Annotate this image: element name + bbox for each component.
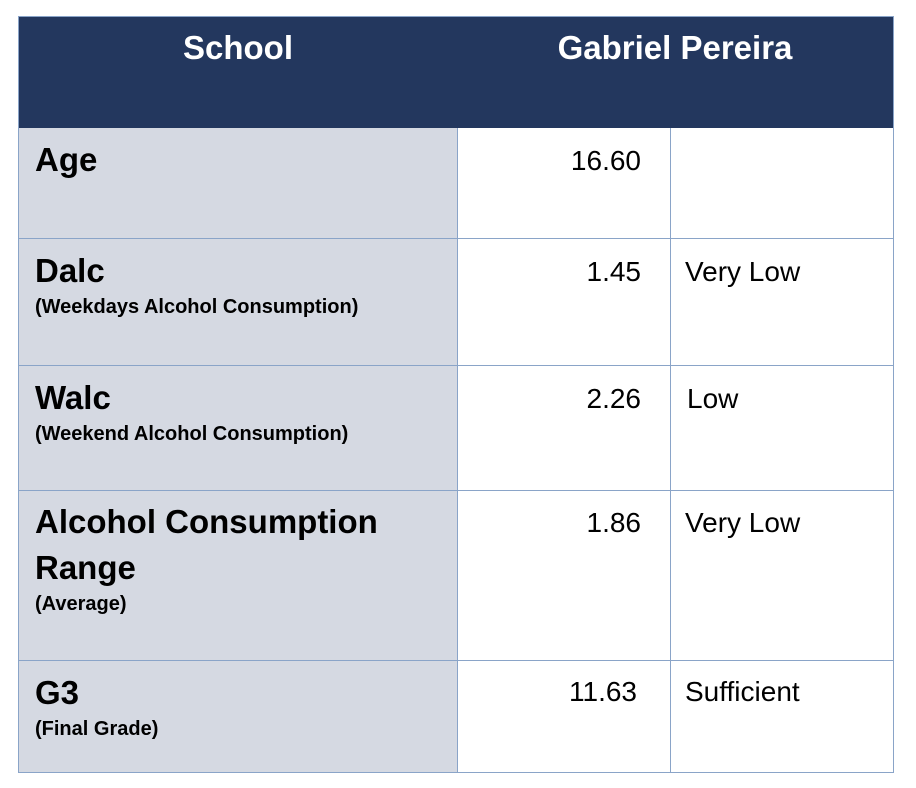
row-divider bbox=[19, 365, 893, 366]
row-subtitle: (Average) bbox=[35, 593, 127, 615]
row-title: Alcohol Consumption Range bbox=[35, 503, 378, 586]
header-school-name: Gabriel Pereira bbox=[557, 29, 793, 66]
column-divider bbox=[670, 128, 671, 772]
row-value: 1.86 bbox=[586, 507, 642, 538]
row-value: 2.26 bbox=[586, 383, 642, 414]
row-title: Dalc bbox=[35, 252, 105, 289]
row-level: Very Low bbox=[685, 507, 801, 538]
table-header: School Gabriel Pereira bbox=[19, 17, 893, 128]
row-level: Very Low bbox=[685, 256, 801, 287]
row-divider bbox=[19, 660, 893, 661]
row-level: Sufficient bbox=[685, 676, 800, 707]
row-subtitle: (Weekend Alcohol Consumption) bbox=[35, 423, 349, 445]
row-value: 11.63 bbox=[569, 676, 637, 707]
header-school-label: School bbox=[182, 29, 293, 66]
data-table: School Gabriel Pereira Age 16.60 Dalc (W… bbox=[18, 16, 894, 773]
label-column bbox=[19, 128, 457, 772]
row-level: Low bbox=[687, 383, 739, 414]
row-subtitle: (Final Grade) bbox=[35, 718, 159, 740]
table-row-label: G3 (Final Grade) bbox=[35, 670, 445, 742]
row-value: 1.45 bbox=[586, 256, 642, 287]
row-divider bbox=[19, 238, 893, 239]
row-value: 16.60 bbox=[570, 145, 641, 176]
table-row-label: Dalc (Weekdays Alcohol Consumption) bbox=[35, 248, 445, 320]
row-title: Walc bbox=[35, 379, 111, 416]
table-row-label: Alcohol Consumption Range (Average) bbox=[35, 499, 405, 617]
row-title: Age bbox=[35, 141, 98, 178]
row-title: G3 bbox=[35, 674, 80, 711]
table-row-label: Age bbox=[35, 137, 445, 183]
row-subtitle: (Weekdays Alcohol Consumption) bbox=[35, 296, 359, 318]
column-divider bbox=[457, 128, 458, 772]
row-divider bbox=[19, 490, 893, 491]
table-row-label: Walc (Weekend Alcohol Consumption) bbox=[35, 375, 445, 447]
